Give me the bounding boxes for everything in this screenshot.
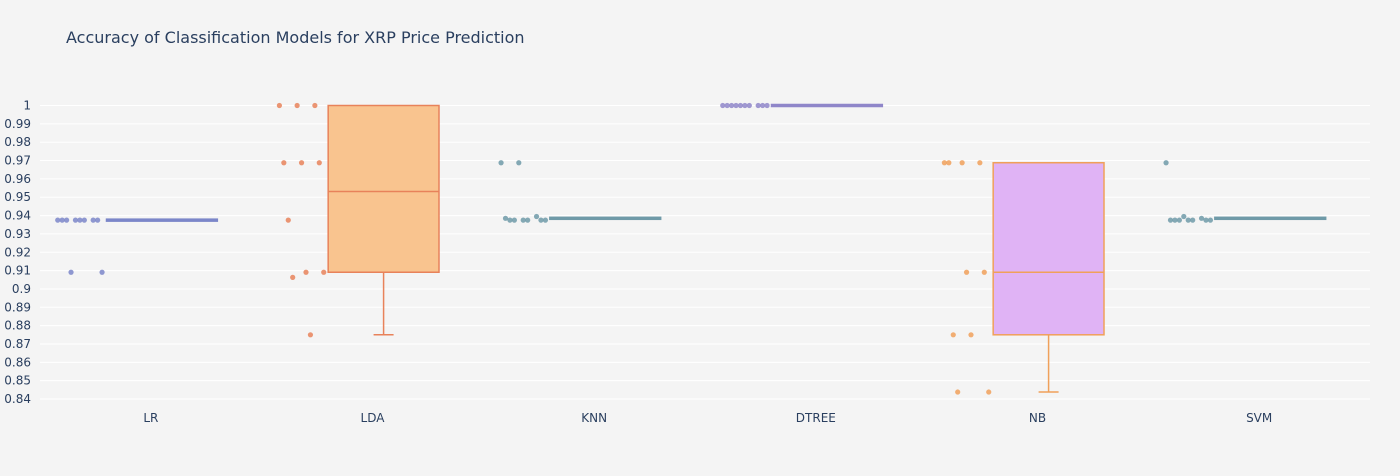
y-tick-label: 0.94 — [4, 209, 31, 223]
data-point — [511, 217, 517, 223]
data-point — [764, 102, 770, 109]
y-tick-label: 0.91 — [4, 264, 31, 278]
data-point — [276, 102, 282, 109]
data-point — [720, 102, 726, 109]
data-point — [1190, 217, 1196, 223]
data-point — [1198, 215, 1205, 221]
data-point — [64, 217, 70, 223]
data-point — [986, 389, 992, 395]
data-point — [59, 217, 65, 223]
data-point — [533, 213, 540, 220]
data-point — [81, 217, 87, 223]
data-point — [760, 102, 766, 109]
data-point — [321, 269, 327, 275]
y-tick-label: 0.87 — [4, 337, 31, 351]
data-point — [498, 160, 504, 166]
data-point — [1163, 160, 1169, 166]
y-tick-label: 0.98 — [4, 135, 31, 149]
data-point — [72, 217, 79, 223]
data-point — [946, 160, 952, 166]
data-point — [520, 217, 526, 223]
data-point — [981, 269, 987, 275]
data-point — [950, 332, 956, 338]
data-point — [755, 102, 761, 109]
data-point — [298, 160, 305, 166]
y-tick-label: 0.9 — [12, 282, 31, 296]
data-point — [1167, 217, 1174, 223]
data-point — [729, 102, 735, 109]
data-point — [507, 217, 513, 223]
box — [327, 104, 440, 273]
data-point — [68, 269, 74, 275]
y-tick-label: 0.97 — [4, 154, 31, 168]
data-point — [1203, 217, 1209, 223]
data-point — [316, 160, 322, 166]
data-point — [542, 217, 549, 223]
data-point — [1176, 217, 1182, 223]
x-tick-label: SVM — [1246, 411, 1272, 425]
data-point — [90, 217, 96, 223]
data-point — [1207, 217, 1213, 223]
data-point — [742, 102, 748, 109]
y-tick-label: 0.86 — [4, 355, 31, 369]
y-tick-label: 0.95 — [4, 190, 31, 204]
x-tick-label: LDA — [361, 411, 386, 425]
y-tick-label: 1 — [23, 99, 31, 113]
data-point — [55, 217, 61, 223]
data-point — [502, 215, 509, 221]
chart-title: Accuracy of Classification Models for XR… — [66, 28, 525, 47]
data-point — [1181, 213, 1187, 220]
data-point — [724, 102, 730, 109]
data-point — [1185, 217, 1191, 223]
data-point — [941, 160, 948, 166]
data-point — [737, 102, 744, 109]
y-tick-label: 0.92 — [4, 245, 31, 259]
data-point — [968, 332, 974, 338]
data-point — [294, 102, 300, 109]
x-tick-label: LR — [143, 411, 158, 425]
x-tick-label: NB — [1029, 411, 1046, 425]
data-point — [281, 160, 287, 166]
data-point — [538, 217, 544, 223]
y-tick-label: 0.88 — [4, 319, 31, 333]
data-point — [963, 269, 970, 275]
y-tick-label: 0.99 — [4, 117, 31, 131]
y-tick-label: 0.96 — [4, 172, 31, 186]
data-point — [312, 102, 318, 109]
data-point — [959, 160, 965, 166]
data-point — [955, 389, 961, 395]
data-point — [733, 102, 739, 109]
data-point — [746, 102, 752, 109]
y-tick-label: 0.89 — [4, 300, 31, 314]
data-point — [1172, 217, 1178, 223]
data-point — [77, 217, 83, 223]
data-point — [285, 217, 291, 223]
box — [992, 161, 1105, 336]
x-tick-label: DTREE — [796, 411, 836, 425]
data-point — [95, 217, 101, 223]
y-tick-label: 0.85 — [4, 374, 31, 388]
data-point — [516, 160, 522, 166]
y-tick-label: 0.93 — [4, 227, 31, 241]
data-point — [99, 269, 105, 275]
y-tick-label: 0.84 — [4, 392, 31, 406]
x-tick-label: KNN — [581, 411, 607, 425]
data-point — [525, 217, 531, 223]
data-point — [290, 274, 296, 280]
data-point — [977, 160, 983, 166]
data-point — [307, 332, 314, 338]
data-point — [303, 269, 309, 275]
